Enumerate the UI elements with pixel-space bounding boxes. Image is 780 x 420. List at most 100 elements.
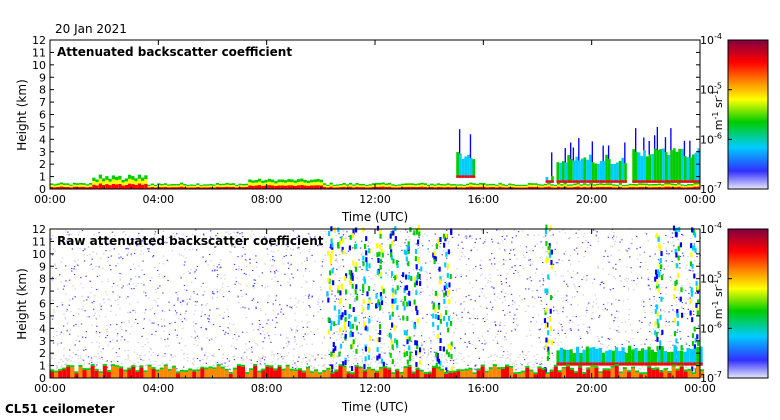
cloud-base-pixel bbox=[645, 180, 649, 183]
noise-pixel bbox=[486, 318, 488, 320]
noise-pixel bbox=[52, 300, 54, 302]
boundary-layer-pixel bbox=[180, 186, 184, 189]
noise-pixel bbox=[554, 274, 557, 276]
noise-pixel bbox=[122, 257, 124, 260]
noise-pixel bbox=[115, 352, 118, 354]
boundary-layer-pixel bbox=[641, 185, 645, 187]
noise-pixel bbox=[615, 268, 617, 270]
noise-pixel bbox=[647, 276, 650, 278]
boundary-layer-pixel bbox=[687, 185, 691, 188]
boundary-layer-pixel bbox=[86, 368, 91, 371]
precip-pixel bbox=[363, 276, 366, 282]
noise-pixel bbox=[375, 321, 378, 323]
noise-pixel bbox=[196, 367, 199, 369]
boundary-layer-pixel bbox=[371, 183, 375, 185]
boundary-layer-pixel bbox=[524, 185, 528, 188]
noise-pixel bbox=[404, 242, 406, 244]
noise-pixel bbox=[218, 308, 220, 310]
boundary-layer-pixel bbox=[654, 185, 658, 188]
precip-pixel bbox=[329, 254, 332, 260]
noise-pixel bbox=[486, 368, 489, 370]
noise-pixel bbox=[60, 366, 63, 368]
noise-pixel bbox=[277, 270, 279, 273]
noise-pixel bbox=[481, 335, 483, 337]
noise-pixel bbox=[295, 331, 297, 333]
boundary-layer-pixel bbox=[537, 366, 542, 369]
noise-pixel bbox=[295, 306, 298, 308]
cloud-base-pixel bbox=[564, 180, 568, 183]
noise-pixel bbox=[461, 251, 463, 253]
noise-pixel bbox=[656, 323, 658, 325]
noise-pixel bbox=[567, 285, 569, 287]
precip-pixel bbox=[443, 285, 446, 291]
noise-pixel bbox=[671, 304, 673, 307]
noise-pixel bbox=[604, 250, 607, 252]
boundary-layer-pixel bbox=[199, 187, 203, 189]
noise-pixel bbox=[362, 293, 364, 296]
noise-pixel bbox=[364, 316, 367, 318]
noise-pixel bbox=[433, 351, 436, 353]
noise-pixel bbox=[597, 267, 599, 269]
precip-pixel bbox=[403, 352, 406, 358]
boundary-layer-pixel bbox=[401, 185, 405, 187]
cloud-pixel bbox=[578, 160, 581, 183]
boundary-layer-pixel bbox=[541, 369, 546, 378]
noise-pixel bbox=[480, 275, 482, 277]
boundary-layer-pixel bbox=[336, 184, 340, 186]
noise-pixel bbox=[235, 348, 237, 350]
noise-pixel bbox=[262, 355, 264, 357]
y-tick-label: 2 bbox=[39, 158, 46, 171]
noise-pixel bbox=[449, 360, 452, 362]
noise-pixel bbox=[220, 259, 222, 261]
noise-pixel bbox=[260, 364, 262, 366]
noise-pixel bbox=[189, 249, 191, 251]
noise-pixel bbox=[343, 319, 346, 321]
noise-pixel bbox=[672, 241, 674, 243]
boundary-layer-pixel bbox=[657, 183, 661, 186]
noise-pixel bbox=[193, 313, 195, 315]
boundary-layer-pixel bbox=[98, 178, 102, 184]
boundary-layer-pixel bbox=[128, 183, 132, 189]
noise-pixel bbox=[212, 324, 215, 326]
noise-pixel bbox=[99, 245, 101, 247]
noise-pixel bbox=[580, 337, 582, 339]
boundary-layer-pixel bbox=[319, 185, 323, 189]
noise-pixel bbox=[205, 327, 207, 330]
noise-pixel bbox=[204, 261, 207, 263]
noise-pixel bbox=[595, 303, 598, 305]
boundary-layer-pixel bbox=[95, 185, 99, 189]
boundary-layer-pixel bbox=[254, 185, 258, 189]
noise-pixel bbox=[680, 338, 682, 340]
noise-pixel bbox=[636, 248, 638, 250]
boundary-layer-pixel bbox=[537, 368, 542, 378]
boundary-layer-pixel bbox=[657, 186, 661, 189]
noise-pixel bbox=[644, 343, 646, 345]
noise-pixel bbox=[688, 292, 690, 295]
noise-pixel bbox=[404, 317, 407, 319]
noise-pixel bbox=[428, 240, 430, 242]
noise-pixel bbox=[682, 348, 684, 350]
cloud-base-pixel bbox=[694, 180, 698, 183]
noise-pixel bbox=[282, 263, 285, 265]
boundary-layer-pixel bbox=[397, 184, 401, 186]
cloud-base-pixel bbox=[595, 362, 599, 366]
boundary-layer-pixel bbox=[480, 364, 485, 367]
noise-pixel bbox=[106, 236, 108, 238]
noise-pixel bbox=[484, 316, 486, 318]
noise-pixel bbox=[102, 299, 104, 301]
noise-pixel bbox=[135, 365, 137, 367]
noise-pixel bbox=[75, 353, 77, 356]
noise-pixel bbox=[675, 296, 678, 299]
precip-pixel bbox=[351, 283, 354, 289]
noise-pixel bbox=[594, 230, 596, 232]
noise-pixel bbox=[446, 306, 448, 308]
precip-pixel bbox=[366, 291, 369, 297]
noise-pixel bbox=[422, 355, 424, 357]
boundary-layer-pixel bbox=[440, 183, 444, 186]
noise-pixel bbox=[536, 243, 539, 245]
noise-pixel bbox=[208, 315, 210, 317]
boundary-layer-pixel bbox=[417, 186, 421, 189]
boundary-layer-pixel bbox=[208, 368, 213, 378]
noise-pixel bbox=[496, 269, 498, 271]
noise-pixel bbox=[56, 367, 59, 369]
